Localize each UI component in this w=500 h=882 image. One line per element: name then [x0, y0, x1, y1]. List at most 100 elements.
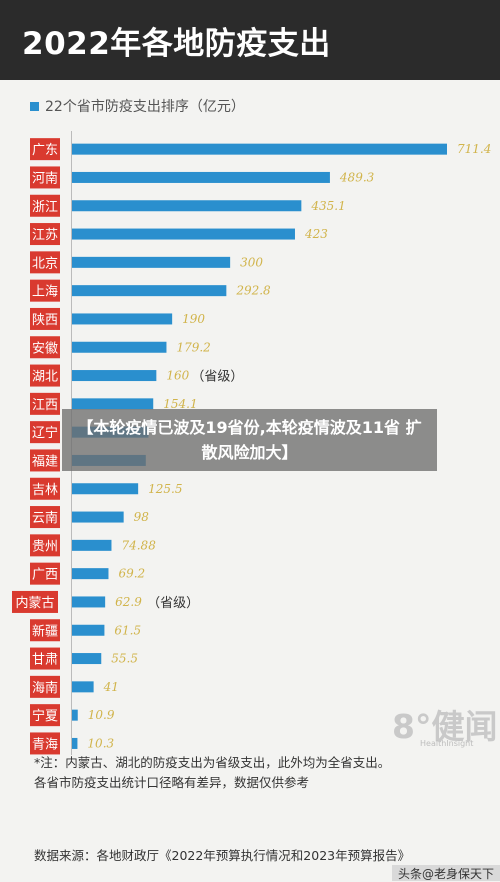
- value-label: 61.5: [114, 623, 141, 637]
- bar: [72, 256, 231, 268]
- bar: [72, 737, 78, 749]
- category-label-bg: [30, 223, 60, 246]
- value-label: 74.88: [121, 538, 156, 552]
- bar: [72, 313, 173, 325]
- value-label: 489.3: [339, 170, 375, 184]
- bar: [72, 681, 94, 693]
- category-label-bg: [30, 562, 60, 585]
- footer-watermark: 头条@老身保天下: [392, 865, 500, 881]
- category-label: 内蒙古: [15, 595, 54, 611]
- category-label: 宁夏: [32, 708, 58, 724]
- category-label: 安徽: [32, 341, 58, 356]
- value-label: 300: [240, 255, 263, 269]
- category-label-bg: [12, 590, 58, 613]
- category-label-bg: [30, 279, 60, 302]
- category-label-bg: [30, 619, 60, 642]
- category-label-bg: [30, 449, 60, 472]
- category-label: 浙江: [32, 200, 58, 215]
- category-label-bg: [30, 732, 60, 755]
- value-label: 98: [134, 510, 150, 524]
- value-label: 711.4: [457, 142, 491, 156]
- bar: [72, 539, 112, 551]
- bar: [72, 398, 154, 410]
- category-label: 上海: [32, 285, 58, 300]
- data-source: 数据来源：各地财政厅《2022年预算执行情况和2023年预算报告》: [34, 848, 411, 863]
- bar: [72, 596, 106, 608]
- value-label: 69.2: [118, 567, 145, 581]
- category-label: 新疆: [32, 623, 58, 639]
- category-label: 湖北: [32, 370, 58, 385]
- category-label: 江苏: [32, 227, 58, 243]
- category-label: 海南: [32, 680, 58, 696]
- bar: [72, 200, 302, 212]
- note-line-1: *注：内蒙古、湖北的防疫支出为省级支出，此外均为全省支出。: [34, 755, 391, 770]
- bar: [72, 370, 157, 382]
- category-label-bg: [30, 166, 60, 189]
- logo-subtext: HealthInsight: [420, 739, 474, 748]
- value-label: 154.1: [163, 397, 197, 411]
- annotation-label: （省级）: [191, 370, 243, 385]
- bar: [72, 285, 227, 297]
- value-label: 179.2: [176, 340, 210, 354]
- category-label: 北京: [32, 256, 58, 271]
- bar: [72, 511, 124, 523]
- bar: [72, 228, 295, 240]
- bar: [72, 483, 139, 495]
- category-label: 福建: [32, 454, 58, 469]
- category-label-bg: [30, 194, 60, 217]
- value-label: 160: [166, 369, 189, 383]
- bar: [72, 568, 109, 580]
- note-line-2: 各省市防疫支出统计口径略有差异，数据仅供参考: [34, 775, 310, 790]
- category-label-bg: [30, 421, 60, 444]
- annotation-label: （省级）: [147, 596, 199, 611]
- category-label-bg: [30, 251, 60, 274]
- category-label: 广西: [32, 568, 58, 583]
- category-label: 贵州: [32, 539, 58, 554]
- overlay-text: 【本轮疫情已波及19省份,本轮疫情波及11省 扩散风险加大】: [77, 418, 422, 462]
- value-label: 10.3: [87, 736, 114, 750]
- category-label-bg: [30, 477, 60, 500]
- category-label: 河南: [32, 170, 58, 186]
- legend-label: 22个省市防疫支出排序（亿元）: [45, 99, 245, 115]
- legend-swatch: [30, 101, 39, 111]
- category-label-bg: [30, 307, 60, 330]
- bar: [72, 171, 330, 183]
- bar: [72, 624, 105, 636]
- chart-title: 2022年各地防疫支出: [22, 26, 331, 62]
- category-label-bg: [30, 534, 60, 557]
- bar: [72, 143, 447, 155]
- value-label: 423: [304, 227, 328, 241]
- bar: [72, 341, 167, 353]
- category-label-bg: [30, 704, 60, 727]
- value-label: 10.9: [88, 708, 115, 722]
- footer-text: 头条@老身保天下: [398, 867, 495, 881]
- category-label-bg: [30, 336, 60, 359]
- value-label: 190: [182, 312, 205, 326]
- news-overlay-banner: 【本轮疫情已波及19省份,本轮疫情波及11省 扩散风险加大】: [62, 409, 437, 471]
- value-label: 55.5: [111, 652, 138, 666]
- category-label-bg: [30, 138, 60, 161]
- category-label-bg: [30, 364, 60, 387]
- value-label: 292.8: [235, 284, 271, 298]
- category-label: 江西: [32, 398, 58, 413]
- value-label: 435.1: [310, 199, 345, 213]
- category-label: 陕西: [32, 313, 58, 328]
- category-label: 青海: [32, 737, 58, 752]
- bar-chart: 广东 711.4 河南 489.3 浙江 435.1 江苏 423 北京 300 上海 292.8 陕西…: [12, 131, 491, 755]
- category-label-bg: [30, 647, 60, 670]
- bar: [72, 653, 102, 665]
- category-label: 云南: [32, 510, 58, 526]
- healthinsight-logo: 8°健闻 HealthInsight: [392, 700, 497, 748]
- category-label-bg: [30, 392, 60, 415]
- category-label-bg: [30, 506, 60, 529]
- value-label: 62.9: [115, 595, 142, 609]
- bar: [72, 709, 78, 721]
- logo-text: 8°健闻: [392, 707, 498, 746]
- category-label: 辽宁: [32, 425, 58, 441]
- category-label: 广东: [32, 143, 58, 158]
- value-label: 125.5: [148, 482, 182, 496]
- category-label: 吉林: [32, 483, 58, 498]
- category-label-bg: [30, 675, 60, 698]
- value-label: 41: [103, 680, 119, 694]
- legend: 22个省市防疫支出排序（亿元）: [30, 96, 245, 116]
